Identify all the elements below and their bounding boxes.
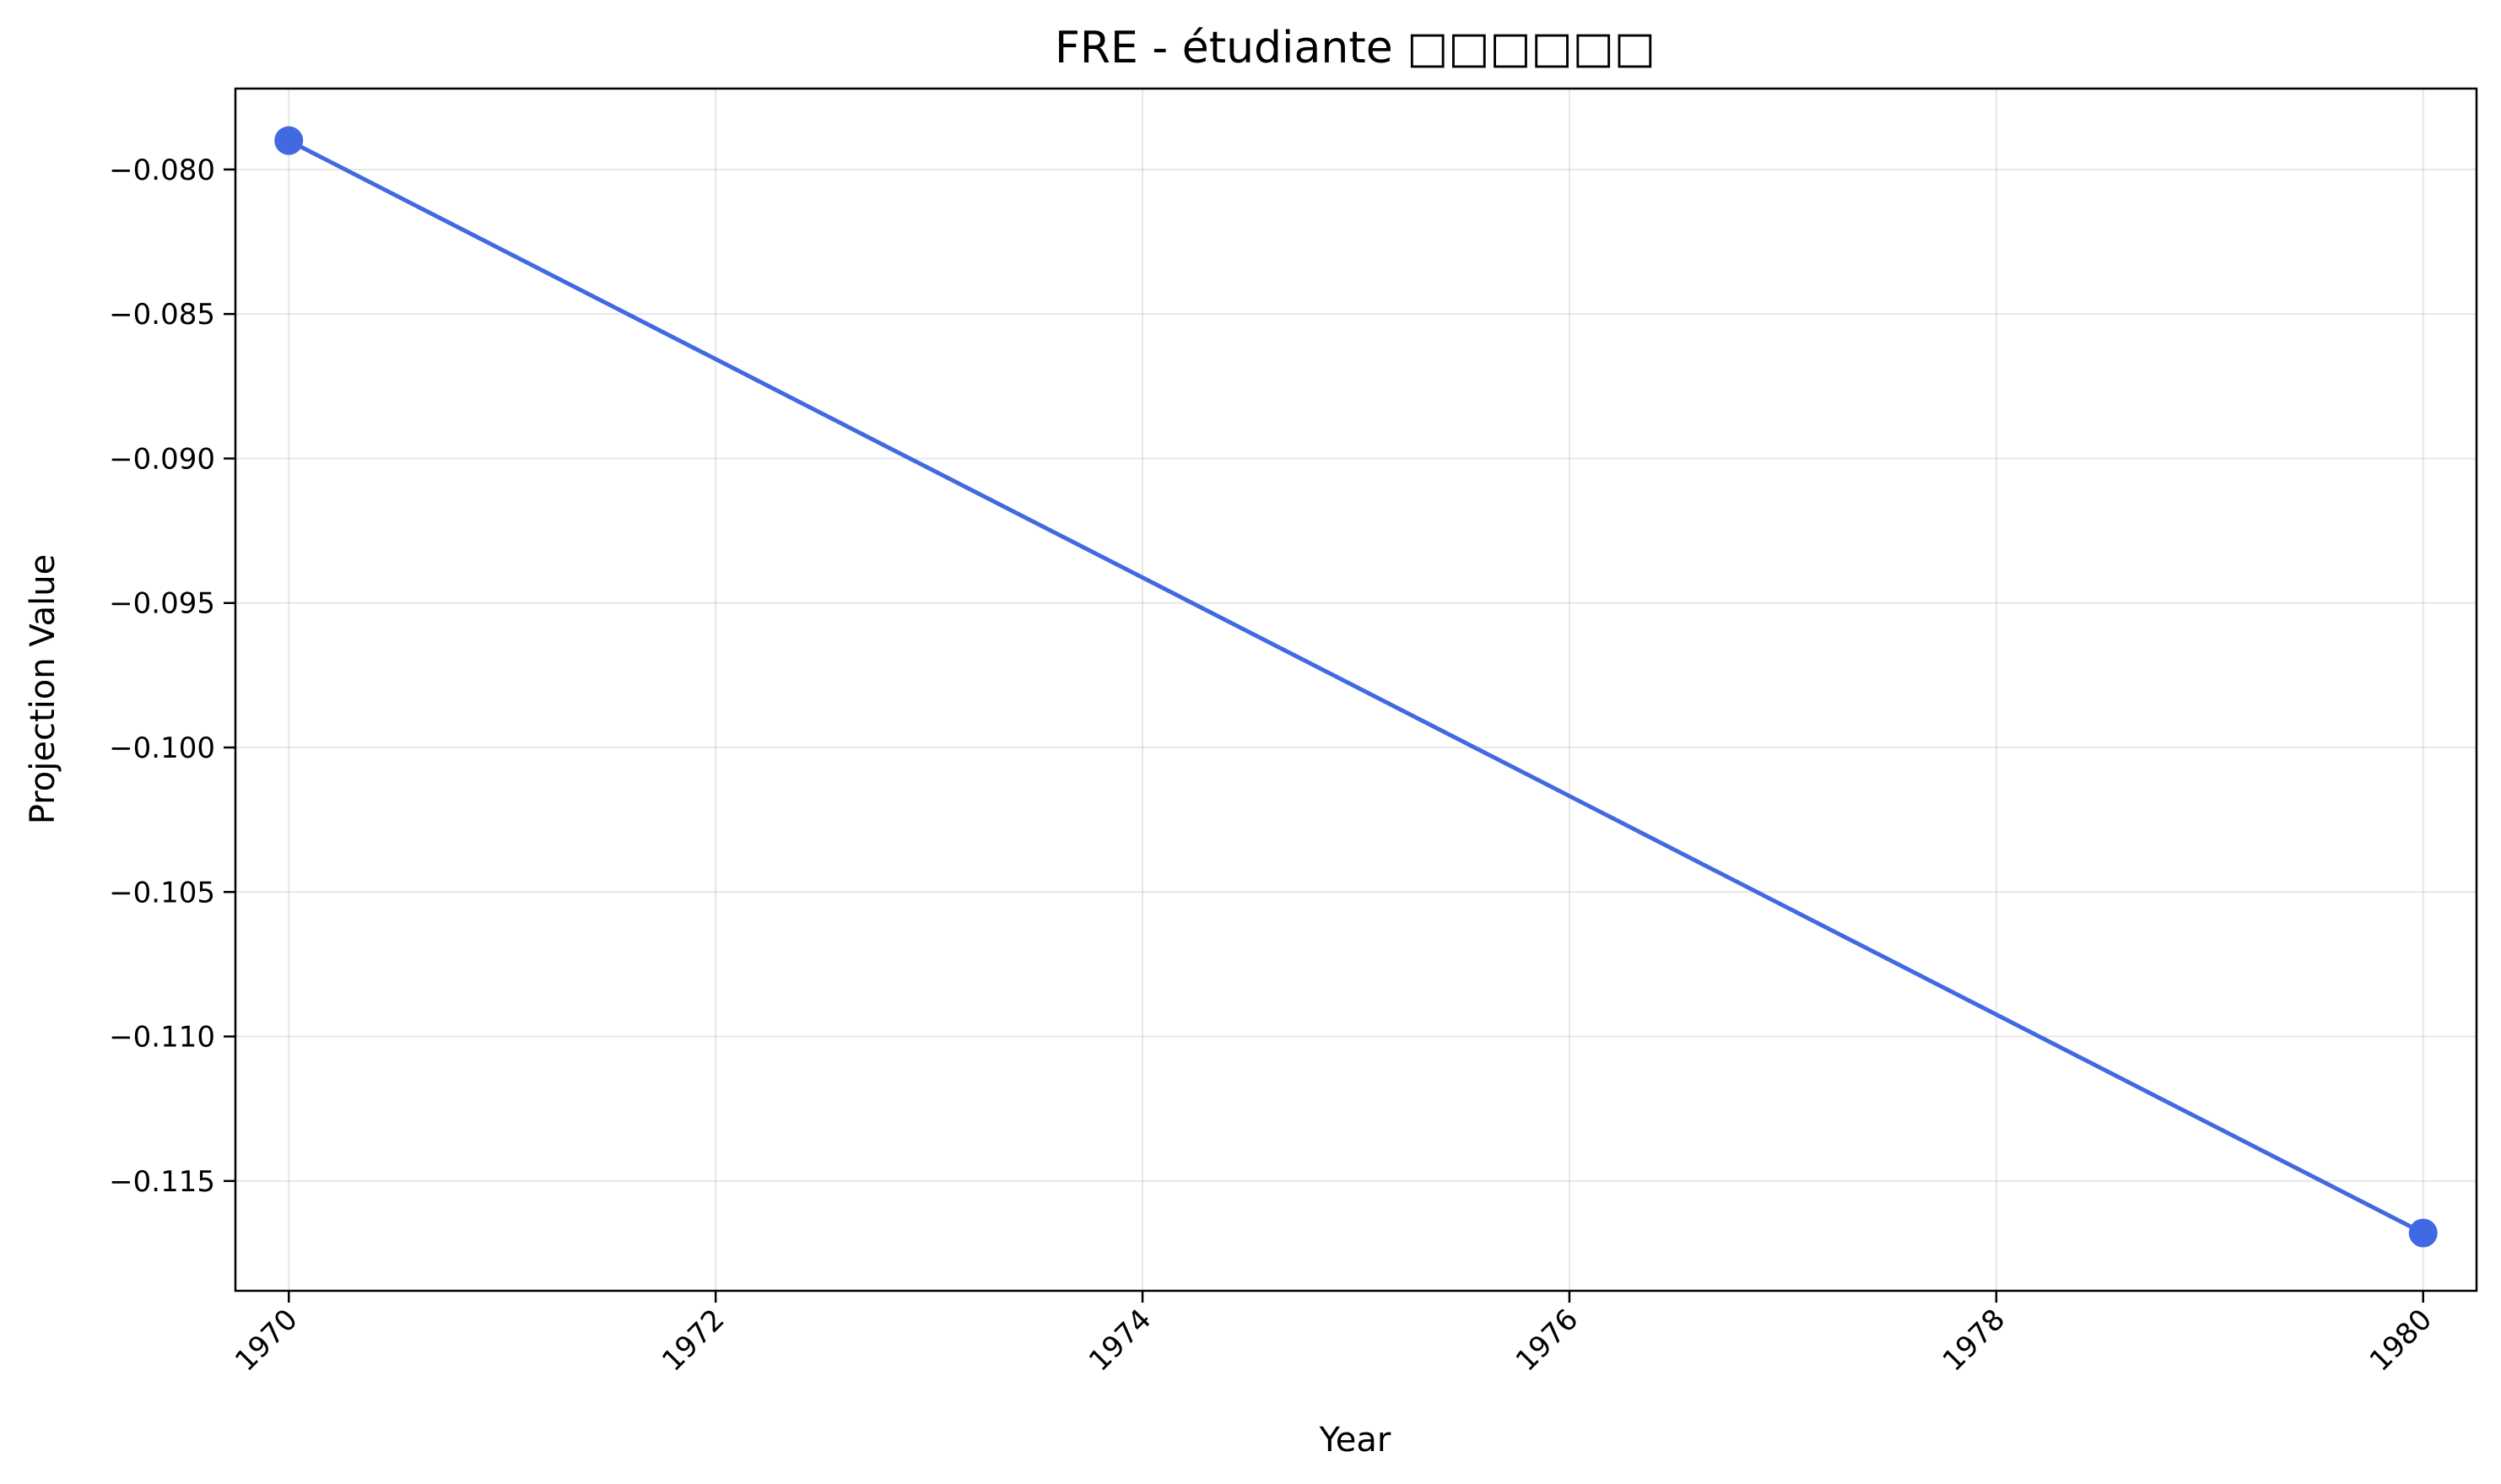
- chart-title: FRE - étudiante □□□□□□: [1055, 23, 1656, 73]
- y-tick-label: −0.095: [109, 587, 215, 621]
- data-point: [2408, 1218, 2438, 1248]
- y-tick-label: −0.100: [109, 731, 215, 765]
- y-tick-label: −0.085: [109, 298, 215, 332]
- grid-lines: [235, 89, 2477, 1291]
- series-lines: [288, 138, 2424, 1235]
- x-axis-label: Year: [1319, 1421, 1391, 1460]
- y-axis-label: Projection Value: [24, 554, 62, 824]
- y-tick-label: −0.080: [109, 154, 215, 187]
- series-line: [288, 138, 2424, 1235]
- y-axis-ticks: −0.080 −0.085 −0.090 −0.095 −0.100 −0.105 −0.1…: [109, 154, 235, 1199]
- y-tick-label: −0.105: [109, 876, 215, 909]
- y-tick-label: −0.090: [109, 442, 215, 476]
- y-tick-label: −0.110: [109, 1021, 215, 1055]
- y-tick-label: −0.115: [109, 1165, 215, 1199]
- series-points: [274, 126, 2438, 1248]
- plot-area-frame: [234, 87, 2478, 1292]
- data-point: [274, 126, 304, 155]
